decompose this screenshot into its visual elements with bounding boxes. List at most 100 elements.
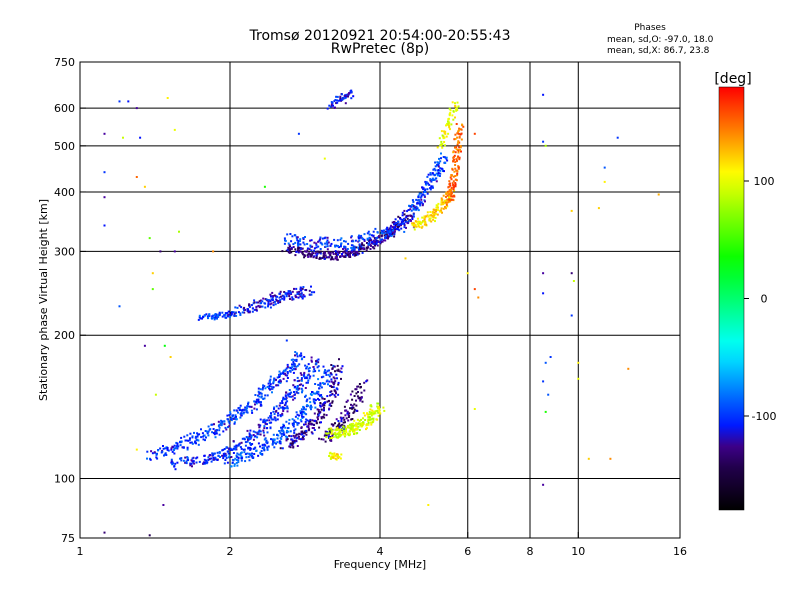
data-point [251,443,254,445]
data-point [324,401,327,404]
data-point [295,387,298,390]
data-point [263,425,266,428]
data-point [340,243,342,246]
data-point [234,448,237,451]
data-point [385,235,387,238]
data-point [274,417,277,420]
data-point [305,400,308,403]
data-point [304,423,307,426]
data-point [292,439,295,442]
data-point [295,352,298,355]
data-point [212,456,215,459]
data-point [299,288,302,291]
data-point [185,460,188,463]
data-point [300,289,303,292]
data-point [218,433,221,436]
data-point [247,402,249,405]
data-point [350,236,353,239]
data-points [103,89,660,537]
data-point [372,410,375,413]
data-point [335,256,338,258]
data-point [317,358,320,361]
data-point [429,188,432,191]
data-point [275,384,278,387]
data-point [254,431,257,434]
data-point [364,419,367,421]
data-point [349,91,352,94]
data-point [397,221,400,223]
data-point [454,182,457,184]
data-point [231,461,234,464]
data-point [262,447,265,450]
data-point [435,206,438,209]
data-point [297,247,300,250]
data-point [279,414,282,417]
data-point [442,207,445,210]
data-point [452,184,455,186]
data-point [369,248,372,250]
data-point [627,367,630,370]
data-point [415,208,418,211]
data-point [103,531,106,534]
data-point [250,405,253,408]
data-point [295,250,298,253]
data-point [292,384,295,387]
data-point [456,172,459,175]
data-point [406,222,409,225]
data-point [287,242,290,245]
data-point [366,423,368,426]
data-point [236,452,239,455]
data-point [299,372,302,375]
data-point [432,215,435,218]
data-point [148,534,151,537]
data-point [458,127,461,130]
data-point [196,433,199,436]
data-point [448,126,451,129]
data-point [210,457,213,460]
data-point [358,383,361,385]
data-point [401,222,404,225]
data-point [285,249,288,252]
data-point [318,412,321,415]
data-point [217,420,220,423]
data-point [209,428,212,431]
data-point [338,422,341,425]
data-point [339,434,342,437]
data-point [259,430,262,433]
data-point [460,150,462,153]
data-point [163,454,165,457]
data-point [436,161,439,164]
data-point [273,407,275,410]
data-point [103,224,106,227]
data-point [328,404,331,407]
data-point [411,218,414,220]
data-point [432,208,435,211]
data-point [240,451,243,454]
data-point [361,247,364,250]
data-point [437,206,439,209]
data-point [291,395,294,398]
data-point [318,421,321,424]
data-point [330,432,333,435]
data-point [306,365,309,368]
data-point [216,459,219,461]
data-point [304,236,306,238]
data-point [245,456,248,459]
data-point [317,393,320,396]
data-point [294,248,297,251]
data-point [292,421,295,424]
data-point [372,242,375,245]
data-point [272,441,274,444]
data-point [233,464,236,467]
data-point [177,445,180,448]
data-point [423,195,426,198]
data-point [143,185,146,188]
data-point [332,381,335,384]
data-point [426,175,429,178]
data-point [308,397,311,400]
data-point [182,459,185,462]
data-point [356,253,359,256]
data-point [378,412,381,414]
data-point [450,189,452,192]
data-point [335,425,338,428]
